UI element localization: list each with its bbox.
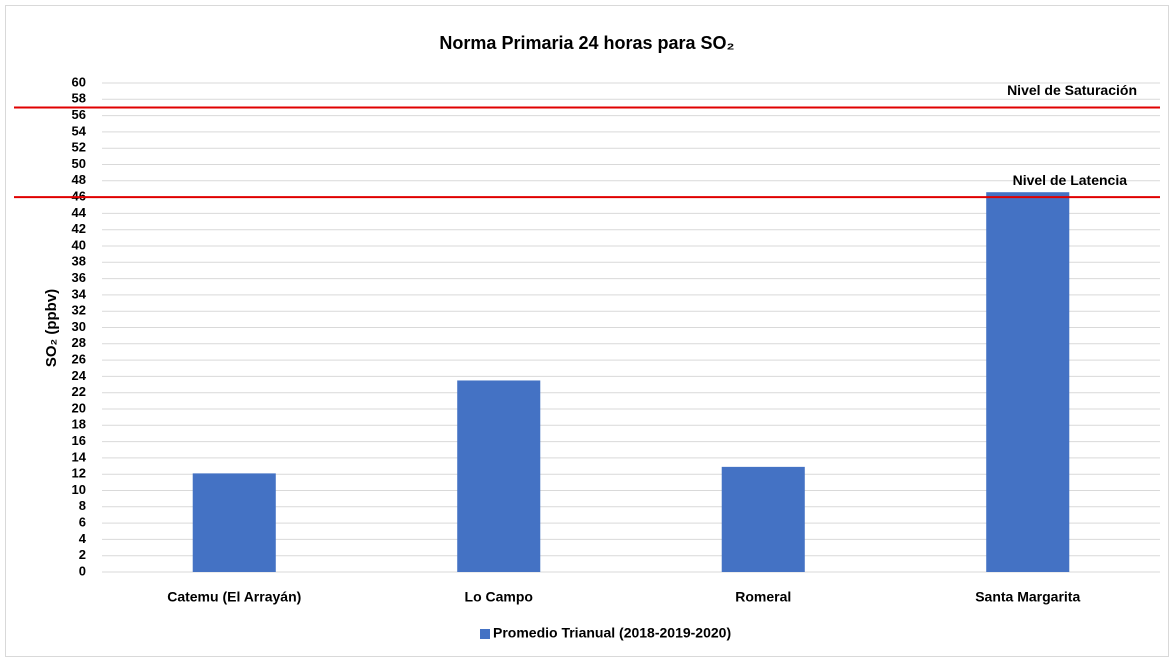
y-tick-label: 16: [72, 433, 86, 448]
bar: [986, 192, 1070, 572]
y-tick-label: 40: [72, 237, 86, 252]
y-tick-label: 38: [72, 254, 86, 269]
y-tick-label: 4: [79, 531, 87, 546]
y-tick-label: 22: [72, 384, 86, 399]
y-tick-label: 8: [79, 498, 86, 513]
y-tick-label: 0: [79, 563, 86, 578]
y-tick-label: 56: [72, 107, 86, 122]
reference-label: Nivel de Saturación: [1007, 82, 1137, 98]
y-tick-label: 60: [72, 74, 86, 89]
y-tick-label: 20: [72, 400, 86, 415]
bar: [721, 466, 805, 572]
y-tick-label: 52: [72, 140, 86, 155]
y-tick-label: 28: [72, 335, 86, 350]
y-tick-label: 24: [72, 368, 87, 383]
x-tick-label: Catemu (El Arrayán): [167, 589, 301, 605]
y-tick-label: 36: [72, 270, 86, 285]
y-tick-label: 18: [72, 417, 86, 432]
x-tick-label: Romeral: [735, 589, 791, 605]
y-tick-label: 54: [72, 123, 87, 138]
bar: [192, 473, 276, 572]
y-tick-label: 48: [72, 172, 86, 187]
bar: [457, 380, 541, 572]
y-tick-label: 12: [72, 466, 86, 481]
y-tick-label: 14: [72, 449, 87, 464]
x-tick-label: Lo Campo: [465, 589, 533, 605]
reference-label: Nivel de Latencia: [1013, 172, 1128, 188]
chart-title: Norma Primaria 24 horas para SO₂: [439, 33, 734, 53]
y-tick-label: 30: [72, 319, 86, 334]
y-tick-label: 2: [79, 547, 86, 562]
y-tick-label: 46: [72, 189, 86, 204]
legend-swatch: [480, 629, 490, 639]
y-tick-label: 42: [72, 221, 86, 236]
y-tick-label: 50: [72, 156, 86, 171]
y-tick-label: 26: [72, 352, 86, 367]
y-axis-label: SO₂ (ppbv): [43, 289, 60, 367]
x-tick-label: Santa Margarita: [975, 589, 1080, 605]
y-tick-label: 44: [72, 205, 87, 220]
y-tick-label: 34: [72, 286, 87, 301]
y-tick-label: 58: [72, 91, 86, 106]
legend-label: Promedio Trianual (2018-2019-2020): [493, 625, 731, 641]
y-tick-label: 6: [79, 515, 86, 530]
y-tick-label: 32: [72, 303, 86, 318]
y-tick-label: 10: [72, 482, 86, 497]
